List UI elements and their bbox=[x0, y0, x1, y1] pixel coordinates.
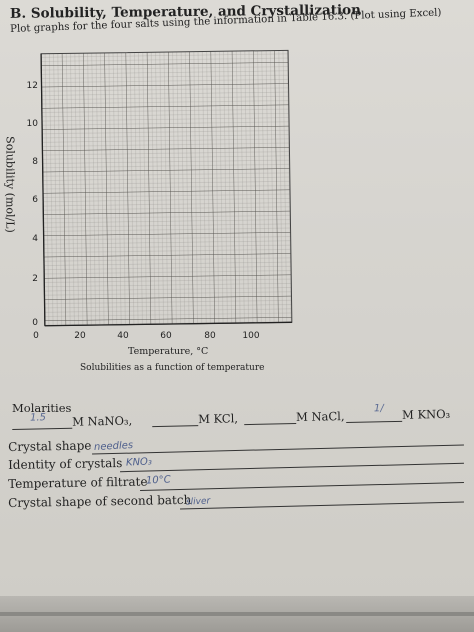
molarity-kno3-handwriting: 1/ bbox=[373, 403, 384, 415]
x-tick-80: 80 bbox=[204, 331, 216, 341]
y-tick-4: 4 bbox=[32, 234, 38, 244]
molarity-kno3-label: M KNO₃ bbox=[401, 406, 451, 422]
x-tick-60: 60 bbox=[160, 331, 172, 341]
desk-rail bbox=[0, 612, 474, 616]
crystal-shape-value: needles bbox=[93, 439, 134, 454]
y-tick-12: 12 bbox=[26, 81, 38, 91]
y-tick-8: 8 bbox=[32, 157, 38, 167]
molarity-nano3-label: M NaNO₃, bbox=[71, 413, 133, 429]
y-tick-10: 10 bbox=[26, 119, 38, 129]
molarity-kcl-blank[interactable] bbox=[151, 413, 199, 428]
identity-crystals-label: Identity of crystals bbox=[8, 456, 123, 472]
x-axis-line bbox=[44, 321, 292, 327]
molarity-kno3: 1/M KNO₃ bbox=[345, 403, 451, 424]
molarity-kcl: M KCl, bbox=[151, 411, 239, 428]
y-tick-0: 0 bbox=[32, 318, 38, 328]
second-batch-value: sliver bbox=[185, 496, 211, 508]
y-axis-line bbox=[40, 53, 46, 326]
graph-caption: Solubilities as a function of temperatur… bbox=[80, 363, 265, 373]
x-tick-100: 100 bbox=[242, 331, 260, 341]
molarities-title: Molarities bbox=[12, 401, 72, 415]
molarity-kcl-label: M KCl, bbox=[197, 411, 239, 427]
x-tick-20: 20 bbox=[74, 331, 86, 341]
y-tick-2: 2 bbox=[32, 274, 38, 284]
y-tick-6: 6 bbox=[32, 195, 38, 205]
filtrate-temperature-value: 10°C bbox=[145, 474, 171, 487]
graph-grid bbox=[40, 49, 293, 327]
molarity-nacl-label: M NaCl, bbox=[295, 409, 345, 425]
graph-paper-area bbox=[40, 49, 293, 327]
molarity-nacl-blank[interactable] bbox=[243, 411, 297, 426]
crystal-shape-label: Crystal shape bbox=[8, 438, 92, 454]
molarity-nano3-handwriting: 1.5 bbox=[29, 412, 47, 424]
x-tick-40: 40 bbox=[117, 331, 129, 341]
filtrate-temperature-label: Temperature of filtrate bbox=[8, 474, 148, 491]
identity-crystals-value: KNO₃ bbox=[125, 456, 153, 469]
molarity-nano3-blank[interactable]: 1.5 bbox=[12, 412, 73, 430]
x-axis-label: Temperature, °C bbox=[128, 346, 209, 357]
worksheet-page: B. Solubility, Temperature, and Crystall… bbox=[0, 0, 474, 600]
molarity-kno3-blank[interactable]: 1/ bbox=[345, 403, 403, 424]
molarity-nacl: M NaCl, bbox=[243, 409, 345, 426]
molarity-nano3: 1.5 M NaNO₃, bbox=[12, 412, 133, 430]
x-tick-0: 0 bbox=[33, 331, 39, 341]
